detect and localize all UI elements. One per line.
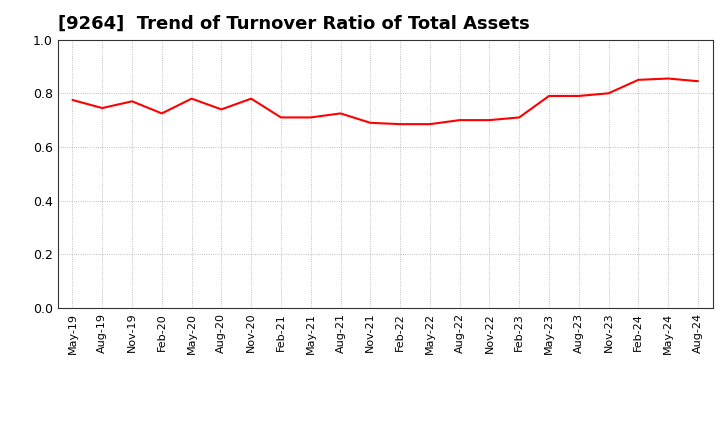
- Text: [9264]  Trend of Turnover Ratio of Total Assets: [9264] Trend of Turnover Ratio of Total …: [58, 15, 529, 33]
